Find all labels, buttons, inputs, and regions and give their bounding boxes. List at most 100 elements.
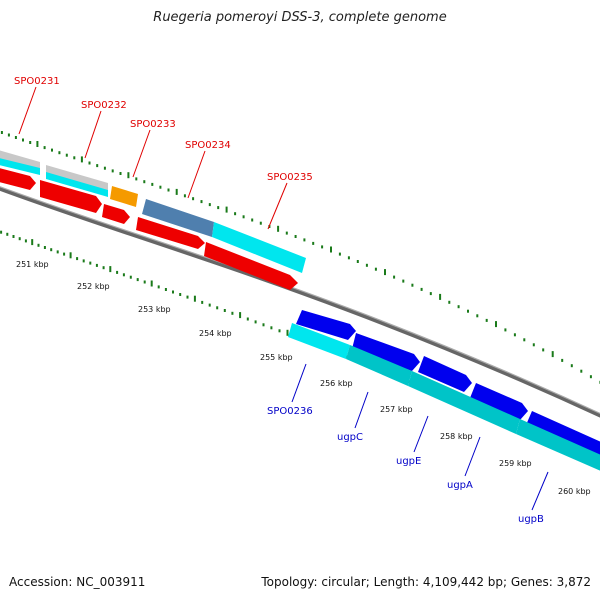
upper-minor-tick <box>7 133 10 137</box>
gene-label-ugpE[interactable]: ugpE <box>396 456 421 467</box>
leader-SPO0235 <box>267 182 288 230</box>
upper-minor-tick <box>183 194 186 198</box>
upper-major-tick <box>36 141 39 147</box>
upper-minor-tick <box>312 241 315 245</box>
kbp-label-256: 256 kbp <box>320 379 353 388</box>
upper-major-tick <box>384 269 386 276</box>
upper-major-tick <box>127 172 130 179</box>
upper-minor-tick <box>51 148 53 152</box>
lower-major-tick <box>193 295 196 302</box>
gene-arrow-cyan-SPO0235[interactable] <box>212 222 306 273</box>
gene-arrow-steel-SPO0234[interactable] <box>142 199 214 237</box>
gene-label-SPO0235[interactable]: SPO0235 <box>267 172 313 183</box>
upper-major-tick <box>175 188 178 195</box>
upper-minor-tick <box>513 333 516 337</box>
upper-minor-tick <box>143 180 146 184</box>
lower-minor-tick <box>223 309 226 312</box>
upper-minor-tick <box>73 156 76 160</box>
lower-minor-tick <box>63 252 66 256</box>
upper-minor-tick <box>96 164 99 168</box>
gene-arrow-orange-SPO0233[interactable] <box>110 186 138 207</box>
gene-label-SPO0233[interactable]: SPO0233 <box>130 119 176 130</box>
lower-minor-tick <box>0 230 3 234</box>
upper-minor-tick <box>485 318 488 322</box>
lower-minor-tick <box>201 300 204 304</box>
kbp-label-251: 251 kbp <box>16 260 49 269</box>
lower-minor-tick <box>56 250 59 254</box>
genome-summary-text: Topology: circular; Length: 4,109,442 bp… <box>261 575 591 589</box>
upper-minor-tick <box>294 235 297 238</box>
upper-minor-tick <box>580 369 583 373</box>
lower-minor-tick <box>6 232 9 236</box>
upper-minor-tick <box>200 200 203 204</box>
gene-arrow-cyan-2[interactable] <box>46 172 108 197</box>
gene-arrow-blue-1[interactable] <box>296 310 356 340</box>
genome-backbone-highlight <box>0 186 600 415</box>
upper-minor-tick <box>570 364 573 368</box>
upper-major-tick <box>225 206 228 213</box>
leader-SPO0236 <box>291 363 307 403</box>
gene-arrow-blue-3[interactable] <box>418 356 472 392</box>
gene-arrow-teal-ugpC[interactable] <box>346 345 412 386</box>
lower-minor-tick <box>208 303 211 307</box>
gene-arrow-blue-4[interactable] <box>470 383 528 420</box>
upper-minor-tick <box>242 215 245 219</box>
gene-label-SPO0236[interactable]: SPO0236 <box>267 406 313 417</box>
lower-minor-tick <box>216 306 219 310</box>
lower-major-tick <box>31 239 34 246</box>
upper-minor-tick <box>457 305 460 309</box>
gene-arrow-teal-ugpA[interactable] <box>516 419 600 475</box>
gene-arrow-cyan-SPO0236[interactable] <box>288 323 350 359</box>
leader-ugpA <box>464 436 481 477</box>
upper-minor-tick <box>135 177 138 181</box>
gene-arrow-red-3[interactable] <box>102 204 130 224</box>
gene-arrow-red-1[interactable] <box>0 167 36 190</box>
leader-SPO0233 <box>132 129 151 178</box>
gene-arrow-blue-2[interactable] <box>352 333 420 371</box>
upper-minor-tick <box>22 138 24 142</box>
gene-label-ugpA[interactable]: ugpA <box>447 480 473 491</box>
lower-minor-tick <box>164 288 167 291</box>
lower-minor-tick <box>89 261 92 265</box>
upper-minor-tick <box>448 300 451 304</box>
leader-ugpC <box>354 391 369 429</box>
leader-SPO0232 <box>84 110 102 159</box>
lower-major-tick <box>239 312 242 319</box>
upper-minor-tick <box>476 314 479 318</box>
gene-arrow-red-2[interactable] <box>40 180 102 213</box>
upper-minor-tick <box>589 375 592 379</box>
gene-arrow-blue-5[interactable] <box>526 411 600 462</box>
kbp-label-258: 258 kbp <box>440 432 473 441</box>
gene-arrow-red-5[interactable] <box>204 242 298 290</box>
gene-label-SPO0231[interactable]: SPO0231 <box>14 76 60 87</box>
upper-minor-tick <box>561 358 564 362</box>
upper-minor-tick <box>504 328 507 332</box>
upper-minor-tick <box>234 212 237 216</box>
gene-arrow-grey-2[interactable] <box>46 165 108 192</box>
accession-text: Accession: NC_003911 <box>9 575 146 589</box>
gene-label-SPO0234[interactable]: SPO0234 <box>185 140 231 151</box>
reverse-strand-genes <box>288 310 600 475</box>
upper-minor-tick <box>29 141 32 144</box>
upper-minor-tick <box>374 267 377 271</box>
lower-major-tick <box>286 329 289 336</box>
lower-minor-tick <box>231 311 234 315</box>
upper-minor-tick <box>402 279 405 283</box>
gene-label-ugpB[interactable]: ugpB <box>518 514 544 525</box>
kbp-label-259: 259 kbp <box>499 459 532 468</box>
gene-arrow-red-4[interactable] <box>136 217 205 249</box>
gene-arrow-cyan-1[interactable] <box>0 157 40 175</box>
leader-SPO0234 <box>187 150 206 199</box>
map-title: Ruegeria pomeroyi DSS-3, complete genome <box>153 10 447 25</box>
gene-label-ugpC[interactable]: ugpC <box>337 432 363 443</box>
lower-minor-tick <box>76 257 79 261</box>
lower-minor-tick <box>43 246 46 249</box>
upper-minor-tick <box>103 166 106 170</box>
upper-minor-tick <box>523 338 526 342</box>
gene-arrow-teal-ugpE[interactable] <box>408 371 520 434</box>
kbp-label-253: 253 kbp <box>138 305 171 314</box>
upper-minor-tick <box>429 292 432 296</box>
lower-minor-tick <box>262 323 265 327</box>
gene-label-SPO0232[interactable]: SPO0232 <box>81 100 127 111</box>
